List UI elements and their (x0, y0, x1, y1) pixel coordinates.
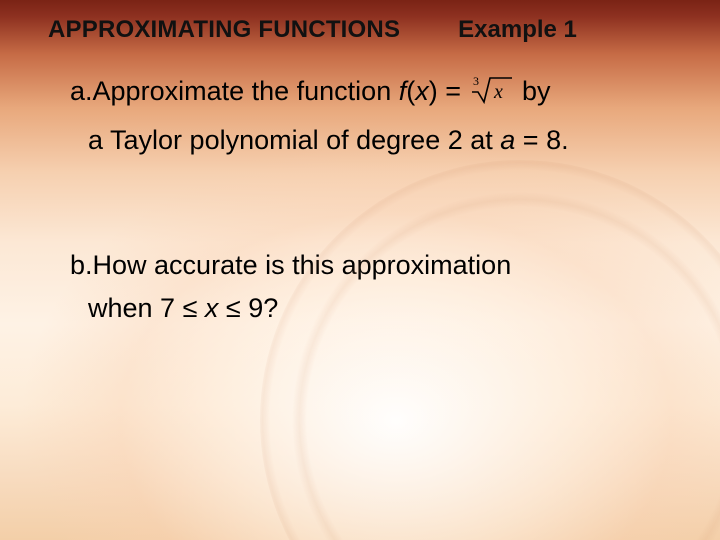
part-b-prefix: b. (70, 250, 93, 280)
part-b-line2: when 7 ≤ x ≤ 9? (88, 289, 680, 328)
var-a: a (500, 125, 515, 155)
part-b-text: How accurate is this approximation (93, 250, 512, 280)
section-title: APPROXIMATING FUNCTIONS (48, 16, 400, 44)
part-a-text-1: Approximate the function (93, 76, 399, 106)
part-a-line2-text-1: a Taylor polynomial of degree 2 at (88, 125, 500, 155)
content-area: a.Approximate the function f(x) = 3 x by… (70, 72, 680, 333)
root-index: 3 (473, 74, 479, 88)
part-a-line2-text-2: = 8. (515, 125, 568, 155)
fn-close-eq: ) = (429, 76, 461, 106)
part-a-line2: a Taylor polynomial of degree 2 at a = 8… (88, 121, 680, 160)
var-x: x (205, 293, 219, 323)
part-b-line2-text-2: ≤ 9? (218, 293, 278, 323)
part-b-line2-text-1: when 7 ≤ (88, 293, 205, 323)
title-row: APPROXIMATING FUNCTIONS Example 1 (0, 16, 720, 44)
part-b-line1: b.How accurate is this approximation (70, 246, 680, 285)
fn-open: ( (406, 76, 415, 106)
radicand: x (493, 81, 503, 103)
part-a-line1: a.Approximate the function f(x) = 3 x by (70, 72, 680, 117)
fn-x: x (415, 76, 429, 106)
slide: APPROXIMATING FUNCTIONS Example 1 a.Appr… (0, 0, 720, 540)
cube-root-icon: 3 x (469, 72, 513, 117)
part-a-text-2: by (515, 76, 551, 106)
part-a-prefix: a. (70, 76, 93, 106)
example-label: Example 1 (458, 16, 577, 44)
